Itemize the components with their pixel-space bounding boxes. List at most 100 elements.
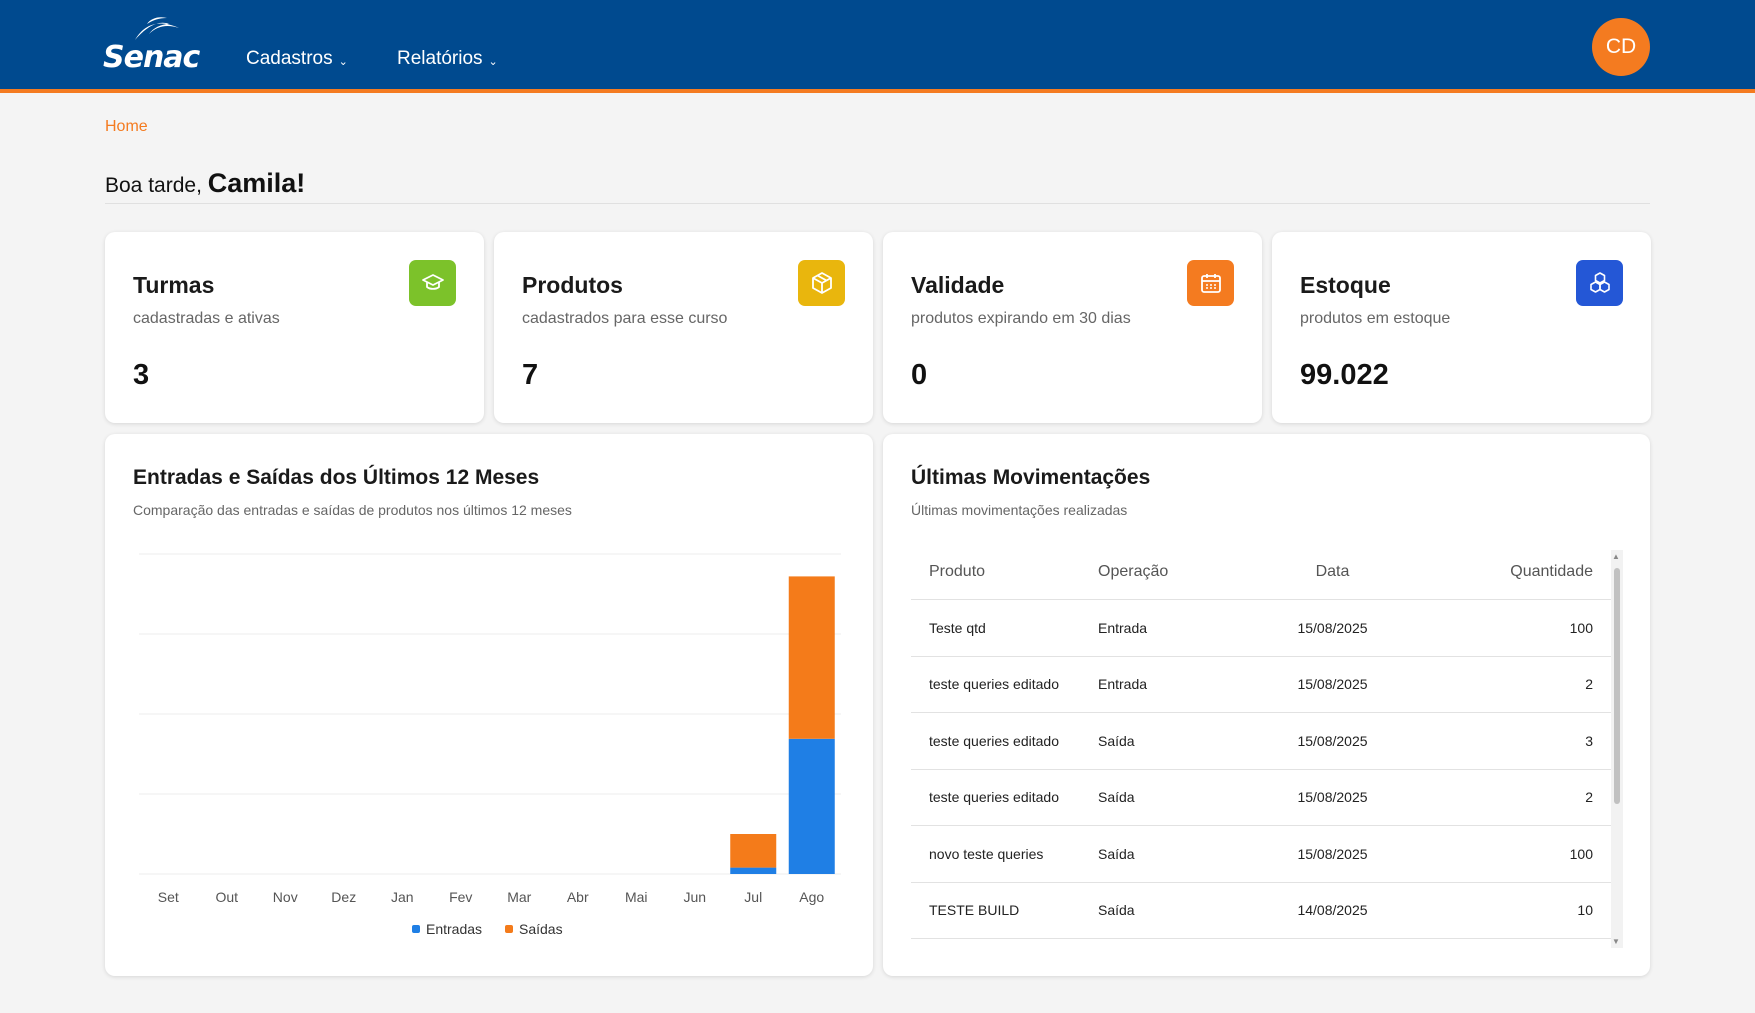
x-tick-label: Abr (567, 889, 589, 905)
x-tick-label: Jun (683, 889, 706, 905)
cell-operacao: Saída (1098, 902, 1135, 919)
senac-logo[interactable]: Senac (103, 14, 203, 78)
cell-produto: novo teste queries (929, 845, 1044, 862)
table-row[interactable]: teste queries editado Entrada 15/08/2025… (911, 657, 1611, 713)
stat-subtitle: cadastradas e ativas (133, 310, 280, 327)
movements-table: Produto Operação Data Quantidade Teste q… (911, 544, 1611, 939)
stat-card-turmas: Turmas cadastradas e ativas 3 (105, 232, 484, 423)
table-row[interactable]: teste queries editado Saída 15/08/2025 2 (911, 770, 1611, 826)
x-tick-label: Dez (331, 889, 356, 905)
greeting-prefix: Boa tarde, (105, 174, 202, 197)
chart-subtitle: Comparação das entradas e saídas de prod… (133, 502, 572, 518)
chart-card: Entradas e Saídas dos Últimos 12 Meses C… (105, 434, 873, 976)
stat-value: 3 (133, 359, 150, 391)
movements-title: Últimas Movimentações (911, 466, 1151, 489)
cell-operacao: Entrada (1098, 676, 1148, 693)
x-tick-label: Jan (391, 889, 414, 905)
stat-value: 7 (522, 359, 539, 391)
col-operacao[interactable]: Operação (1098, 562, 1169, 580)
cell-operacao: Saída (1098, 732, 1135, 749)
x-tick-label: Out (215, 889, 238, 905)
stat-value: 99.022 (1300, 359, 1389, 391)
cell-data: 15/08/2025 (1297, 619, 1368, 636)
bar-sadas-jul (730, 834, 777, 868)
user-avatar[interactable]: CD (1592, 18, 1650, 76)
cell-quantidade: 2 (1585, 676, 1593, 693)
stat-value: 0 (911, 359, 928, 391)
stat-card-produtos: Produtos cadastrados para esse curso 7 (494, 232, 873, 423)
cell-data: 15/08/2025 (1297, 845, 1368, 862)
x-tick-label: Jul (744, 889, 762, 905)
cell-produto: teste queries editado (929, 732, 1059, 749)
calendar-icon (1187, 260, 1234, 306)
x-tick-label: Set (158, 889, 179, 905)
greeting-name: Camila! (207, 168, 306, 198)
table-header: Produto Operação Data Quantidade (911, 544, 1611, 600)
scroll-thumb[interactable] (1614, 568, 1620, 804)
bar-chart: Set Out Nov Dez Jan Fev Mar Abr Mai Jun Jul Ago (139, 553, 841, 905)
cell-produto: TESTE BUILD (929, 902, 1020, 919)
x-tick-label: Ago (799, 889, 824, 905)
table-row[interactable]: TESTE BUILD Saída 14/08/2025 10 (911, 883, 1611, 939)
graduation-cap-icon (409, 260, 456, 306)
movements-subtitle: Últimas movimentações realizadas (911, 502, 1128, 518)
col-produto[interactable]: Produto (929, 562, 986, 580)
divider (105, 203, 1650, 204)
logo-text: Senac (103, 40, 200, 75)
nav-relatorios[interactable]: Relatórios ⌄ (397, 48, 498, 70)
col-data[interactable]: Data (1315, 562, 1350, 580)
x-tick-label: Mar (507, 889, 531, 905)
stat-subtitle: produtos em estoque (1300, 310, 1451, 327)
legend-item-saidas[interactable]: Saídas (505, 921, 563, 937)
chart-title: Entradas e Saídas dos Últimos 12 Meses (133, 466, 540, 489)
table-row[interactable]: Teste qtd Entrada 15/08/2025 100 (911, 600, 1611, 657)
legend-swatch (412, 925, 420, 933)
top-navbar: Senac Cadastros ⌄ Relatórios ⌄ CD (0, 0, 1755, 93)
cell-produto: teste queries editado (929, 789, 1059, 806)
chevron-down-icon: ⌄ (338, 55, 348, 68)
cell-quantidade: 2 (1585, 789, 1593, 806)
nav-cadastros[interactable]: Cadastros ⌄ (246, 48, 348, 70)
box-icon (798, 260, 845, 306)
nav-cadastros-label: Cadastros (246, 48, 333, 69)
stat-subtitle: cadastrados para esse curso (522, 310, 728, 327)
legend-swatch (505, 925, 513, 933)
greeting: Boa tarde, Camila! (105, 168, 305, 199)
x-tick-label: Nov (273, 889, 298, 905)
col-quantidade[interactable]: Quantidade (1510, 562, 1593, 580)
cell-quantidade: 10 (1577, 902, 1593, 919)
cell-data: 15/08/2025 (1297, 732, 1368, 749)
chevron-down-icon: ⌄ (488, 55, 498, 68)
cell-operacao: Saída (1098, 845, 1135, 862)
cell-quantidade: 100 (1569, 845, 1593, 862)
legend-item-entradas[interactable]: Entradas (412, 921, 482, 937)
bar-sadas-ago (788, 576, 835, 739)
legend-label: Saídas (519, 921, 563, 937)
cell-data: 14/08/2025 (1297, 902, 1368, 919)
bar-entradas-ago (788, 738, 835, 874)
movements-card: Últimas Movimentações Últimas movimentaç… (883, 434, 1650, 976)
bar-entradas-jul (730, 867, 777, 874)
nav-relatorios-label: Relatórios (397, 48, 483, 69)
breadcrumb-home[interactable]: Home (105, 118, 148, 135)
cell-produto: Teste qtd (929, 619, 986, 636)
table-row[interactable]: teste queries editado Saída 15/08/2025 3 (911, 713, 1611, 770)
table-row[interactable]: novo teste queries Saída 15/08/2025 100 (911, 826, 1611, 883)
cell-produto: teste queries editado (929, 676, 1059, 693)
stat-title: Validade (911, 272, 1005, 298)
stat-title: Estoque (1300, 272, 1391, 298)
stat-card-estoque: Estoque produtos em estoque 99.022 (1272, 232, 1651, 423)
table-scrollbar[interactable]: ▲ ▼ (1611, 550, 1623, 948)
cell-operacao: Saída (1098, 789, 1135, 806)
boxes-icon (1576, 260, 1623, 306)
stat-subtitle: produtos expirando em 30 dias (911, 310, 1131, 327)
stat-title: Turmas (133, 272, 215, 298)
cell-quantidade: 100 (1569, 619, 1593, 636)
scroll-down-icon[interactable]: ▼ (1612, 937, 1620, 946)
logo-bird-icon (135, 17, 179, 40)
scroll-up-icon[interactable]: ▲ (1612, 552, 1620, 561)
legend-label: Entradas (426, 921, 483, 937)
stat-card-validade: Validade produtos expirando em 30 dias 0 (883, 232, 1262, 423)
cell-data: 15/08/2025 (1297, 676, 1368, 693)
cell-data: 15/08/2025 (1297, 789, 1368, 806)
